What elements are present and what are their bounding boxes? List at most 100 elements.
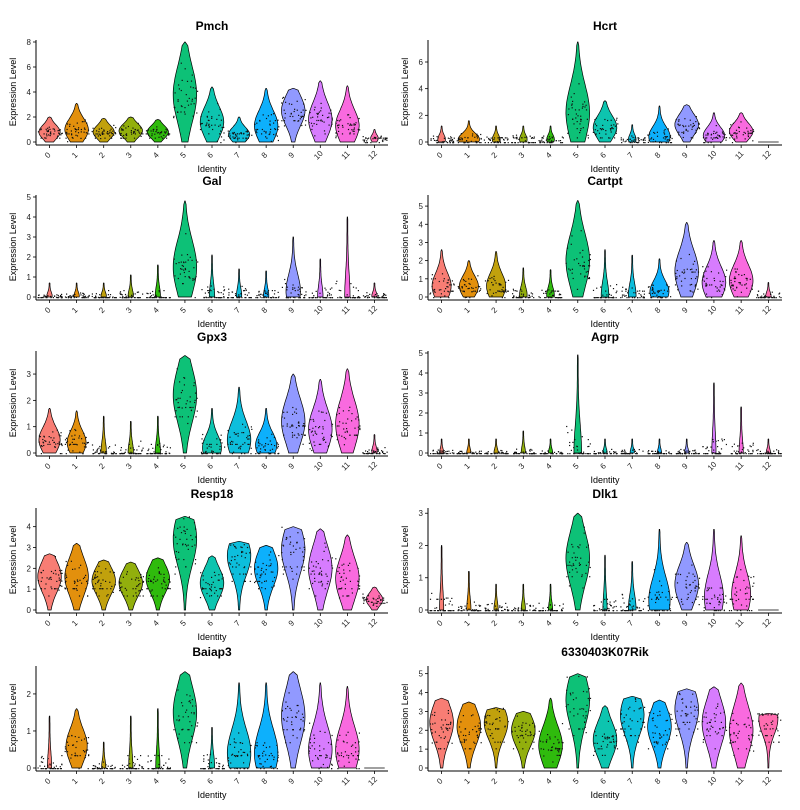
data-point [181,392,182,393]
data-point [261,297,262,298]
data-point [93,586,94,587]
data-point [84,443,85,444]
x-axis-title: Identity [197,475,227,485]
y-tick-label: 3 [27,544,32,553]
data-point [753,599,754,600]
data-point [505,609,506,610]
data-point [75,129,76,130]
data-point [185,68,186,69]
data-point [297,290,298,291]
data-point [729,610,730,611]
data-point [548,610,549,611]
data-point [87,580,88,581]
data-point [553,141,554,142]
data-point [579,109,580,110]
data-point [586,109,587,110]
data-point [444,138,445,139]
data-point [191,725,192,726]
data-point [140,755,141,756]
data-point [292,425,293,426]
data-point [582,106,583,107]
data-point [265,132,266,133]
data-point [735,278,736,279]
data-point [336,281,337,282]
data-point [48,758,49,759]
data-point [289,103,290,104]
data-point [215,125,216,126]
data-point [313,435,314,436]
data-point [122,294,123,295]
data-point [714,280,715,281]
data-point [102,131,103,132]
data-point [216,444,217,445]
data-point [442,273,443,274]
data-point [583,453,584,454]
data-point [134,756,135,757]
violin-cluster-9 [675,105,699,142]
data-point [208,290,209,291]
data-point [325,133,326,134]
data-point [294,288,295,289]
data-point [369,449,370,450]
data-point [332,297,333,298]
data-point [207,583,208,584]
data-point [152,448,153,449]
data-point [318,582,319,583]
data-point [309,429,310,430]
data-point [601,609,602,610]
data-point [329,293,330,294]
data-point [271,768,272,769]
data-point [605,291,606,292]
data-point [779,293,780,294]
data-point [685,126,686,127]
data-point [46,297,47,298]
data-point [255,581,256,582]
data-point [284,719,285,720]
data-point [622,453,623,454]
data-point [549,139,550,140]
data-point [562,608,563,609]
data-point [657,291,658,292]
data-point [772,453,773,454]
data-point [359,428,360,429]
data-point [176,719,177,720]
data-point [584,533,585,534]
data-point [444,610,445,611]
x-axis-title: Identity [590,475,620,485]
data-point [53,768,54,769]
data-point [639,610,640,611]
data-point [696,116,697,117]
data-point [743,580,744,581]
data-point [573,447,574,448]
data-point [705,599,706,600]
data-point [705,135,706,136]
data-point [431,278,432,279]
data-point [50,131,51,132]
data-point [699,578,700,579]
data-point [143,581,144,582]
data-point [309,751,310,752]
data-point [680,453,681,454]
x-tick-label: 12 [366,149,379,162]
data-point [706,278,707,279]
data-point [227,444,228,445]
data-point [286,537,287,538]
data-point [339,413,340,414]
data-point [301,117,302,118]
data-point [559,605,560,606]
data-point [309,122,310,123]
data-point [110,766,111,767]
data-point [221,292,222,293]
data-point [276,297,277,298]
data-point [469,297,470,298]
data-point [299,548,300,549]
data-point [567,565,568,566]
x-tick-label: 11 [339,304,352,317]
data-point [749,610,750,611]
data-point [605,130,606,131]
x-tick-label: 7 [626,618,636,628]
data-point [616,453,617,454]
x-tick-label: 3 [124,150,134,160]
data-point [581,230,582,231]
data-point [627,453,628,454]
